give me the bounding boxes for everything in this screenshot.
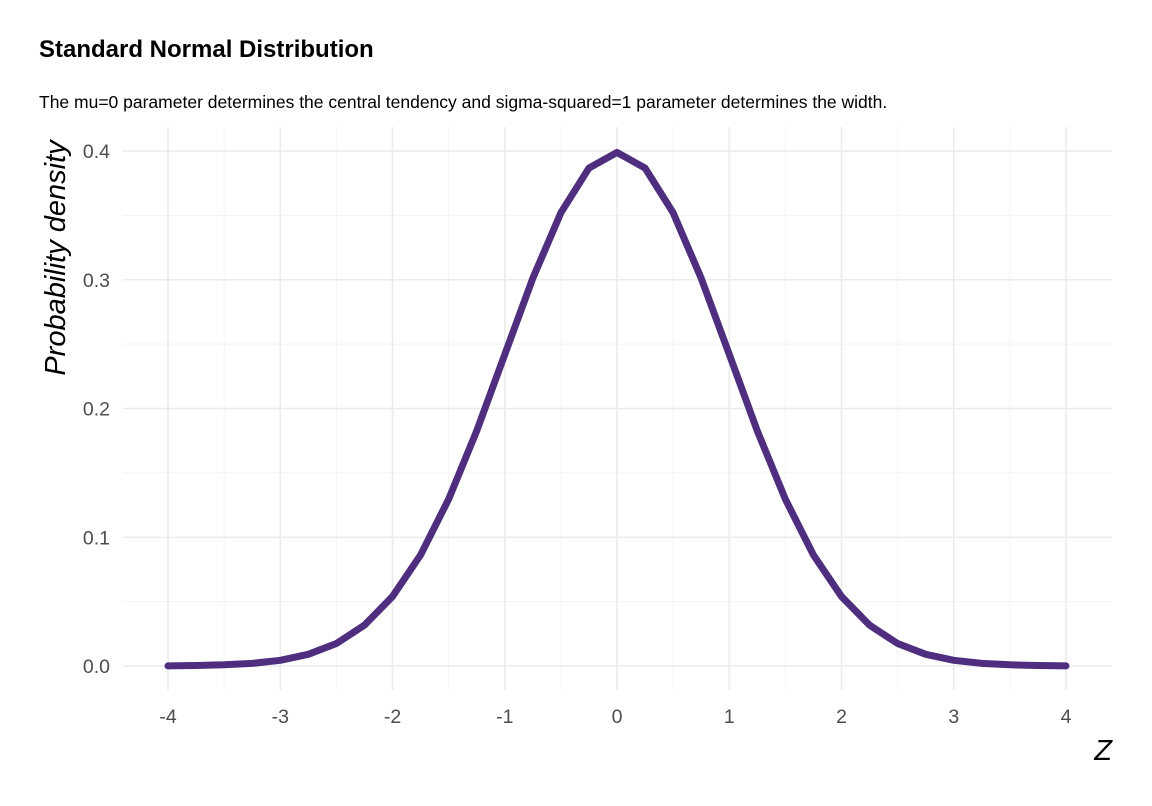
density-curve-layer <box>164 148 1070 670</box>
y-tick-label: 0.4 <box>83 141 110 163</box>
x-tick-label: -4 <box>159 706 176 728</box>
y-tick-label: 0.0 <box>83 656 110 678</box>
chart-subtitle: The mu=0 parameter determines the centra… <box>39 92 888 112</box>
y-tick-labels: 0.0 0.1 0.2 0.3 0.4 <box>83 141 110 678</box>
y-tick-label: 0.3 <box>83 270 110 292</box>
y-axis-title: Probability density <box>40 139 72 376</box>
x-tick-label: -1 <box>496 706 513 728</box>
x-tick-label: -2 <box>384 706 401 728</box>
x-tick-label: -3 <box>272 706 289 728</box>
x-tick-label: 2 <box>836 706 847 728</box>
x-tick-label: 1 <box>724 706 735 728</box>
x-tick-labels: -4 -3 -2 -1 0 1 2 3 4 <box>159 706 1071 728</box>
y-tick-label: 0.2 <box>83 399 110 421</box>
x-tick-label: 4 <box>1061 706 1072 728</box>
y-tick-label: 0.1 <box>83 527 110 549</box>
density-curve <box>164 148 1070 670</box>
x-axis-title: Z <box>1093 735 1113 767</box>
x-tick-label: 0 <box>612 706 623 728</box>
major-gridlines <box>123 127 1112 690</box>
chart-title: Standard Normal Distribution <box>39 36 374 63</box>
x-tick-label: 3 <box>948 706 959 728</box>
